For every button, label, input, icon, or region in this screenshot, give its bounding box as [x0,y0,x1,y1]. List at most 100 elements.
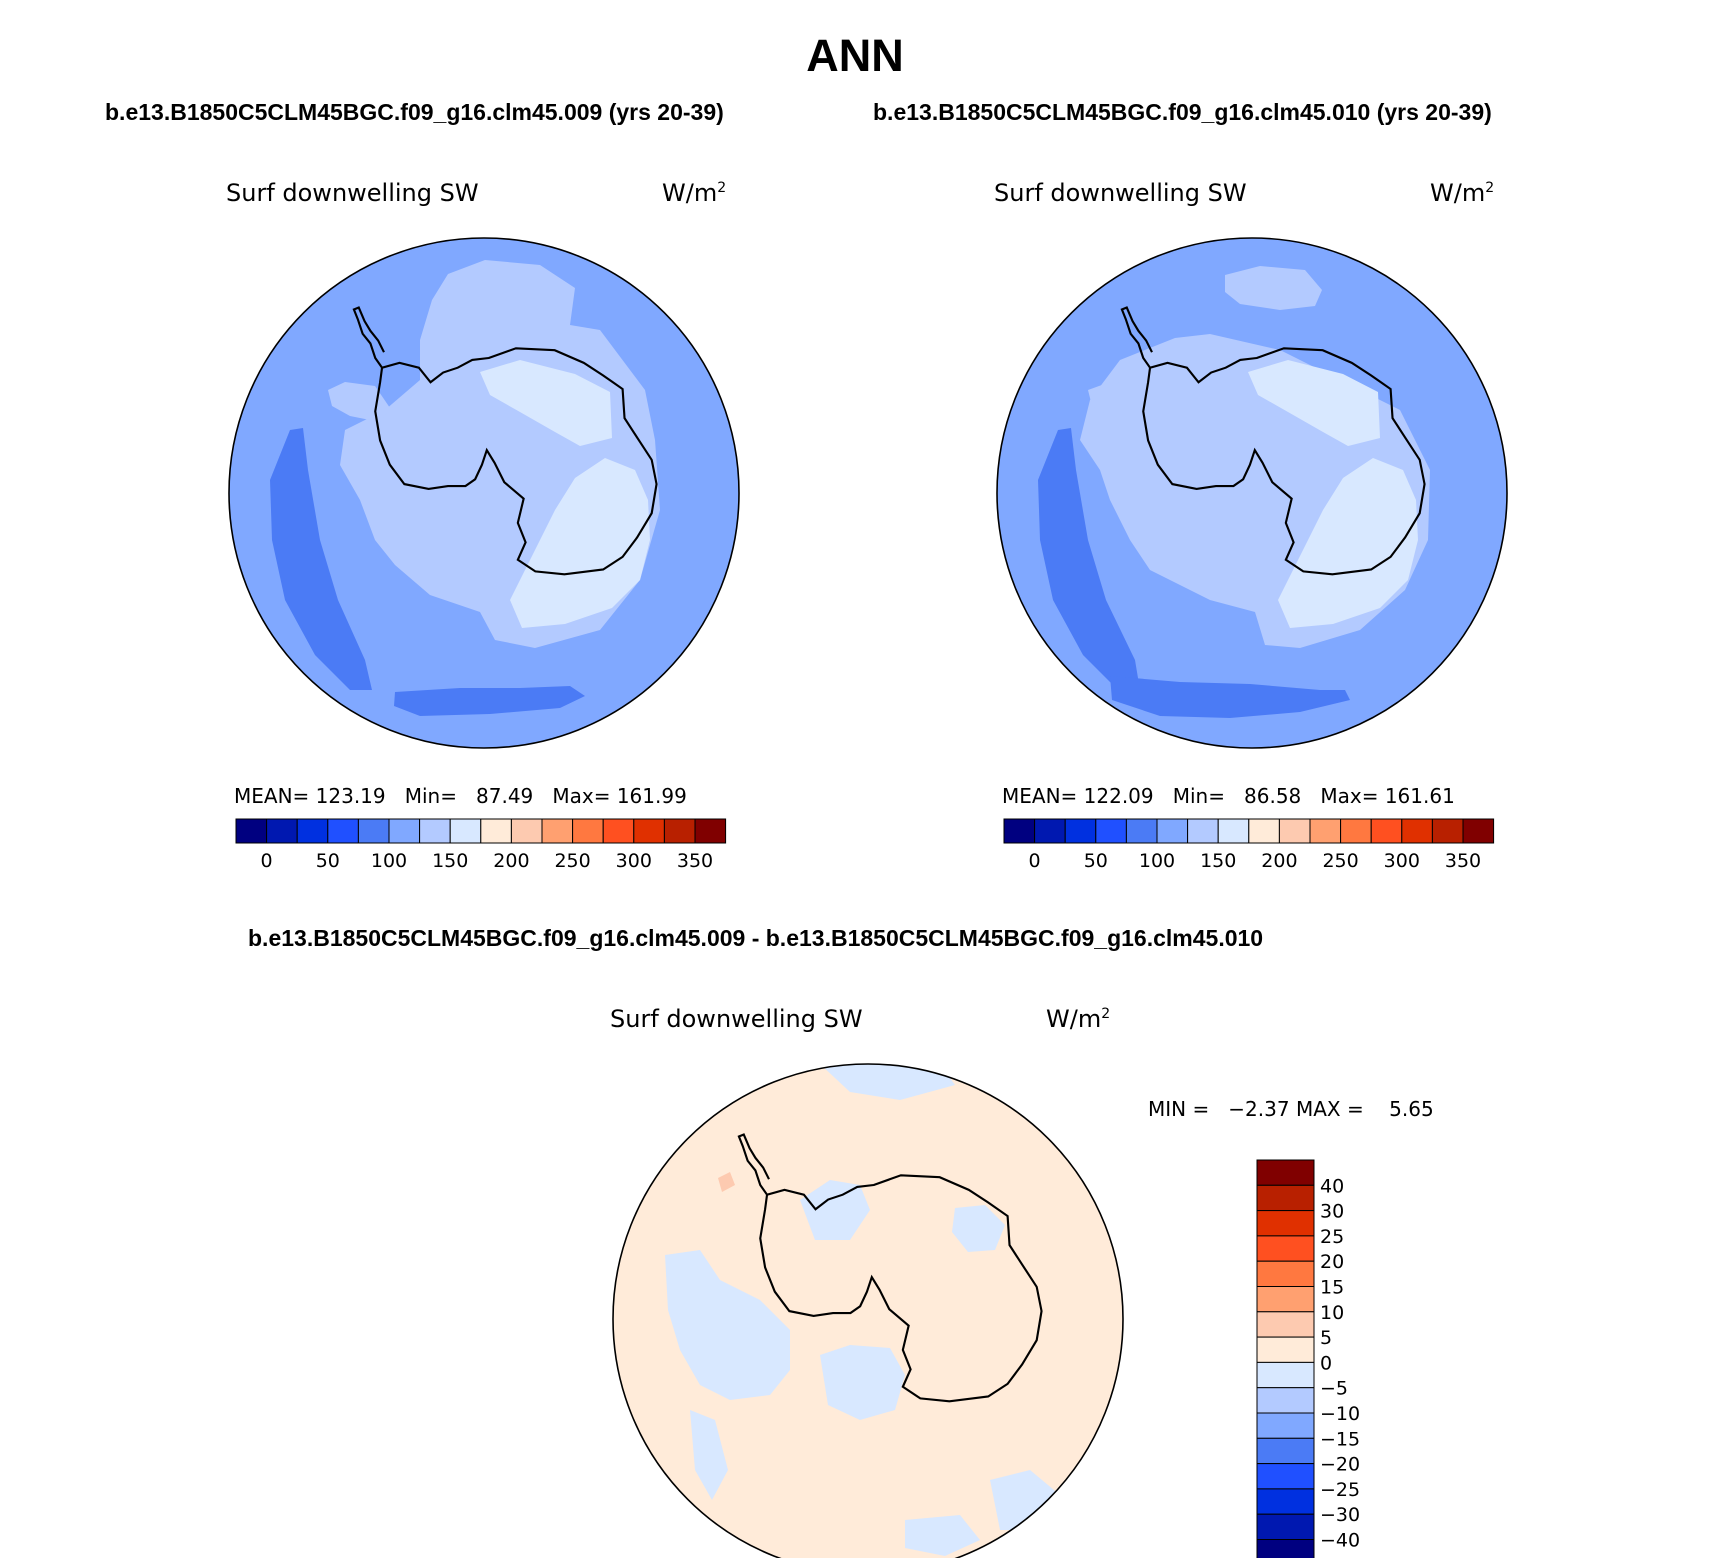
panel-1-colorbar-tick-label: 350 [677,850,713,872]
panel-2-colorbar-swatch [1309,818,1342,844]
diff-pos5-spot [718,1172,735,1192]
panel-2-colorbar-swatch [1431,818,1464,844]
panel-2-mid-blob-north [1225,266,1322,310]
panel-2-colorbar-tick-label: 300 [1384,850,1420,872]
panel-1-colorbar-swatch [357,818,390,844]
panel-2-colorbar-tick-label: 50 [1084,850,1108,872]
panel-1-colorbar-tick-label: 50 [316,850,340,872]
diff-neg-region-top [820,1064,955,1100]
diff-minmax: MIN = −2.37 MAX = 5.65 [1148,1097,1434,1121]
diff-colorbar-swatch [1256,1437,1315,1465]
panel-1-colorbar-swatch [694,818,727,844]
diff-colorbar-swatch [1256,1260,1315,1287]
panel-1-stats: MEAN= 123.19 Min= 87.49 Max= 161.99 [234,784,687,808]
panel-2-light-north [1248,360,1380,446]
panel-1-colorbar-tick-label: 200 [493,850,529,872]
panel-2-stats: MEAN= 122.09 Min= 86.58 Max= 161.61 [1002,784,1455,808]
diff-colorbar-swatch [1256,1311,1315,1338]
panel-2-colorbar: 0 50 100 150 200 250 300 350 [1003,818,1495,872]
panel-2-colorbar-tick-label: 0 [1029,850,1041,872]
diff-map-border [612,1063,1124,1558]
panel-1-colorbar-swatch [663,818,696,844]
diff-map [612,1063,1124,1558]
diff-neg-region-ne [952,1205,1005,1252]
panel-1-variable-label: Surf downwelling SW [226,179,479,207]
diff-neg-region-sw [690,1410,728,1500]
diff-colorbar-tick-label: 15 [1320,1277,1344,1299]
panel-2-colorbar-swatch [1248,818,1280,844]
diff-colorbar-swatch [1256,1286,1315,1313]
diff-colorbar-swatch [1256,1184,1315,1212]
panel-2-colorbar-swatch [1278,818,1311,844]
panel-1-colorbar-tick-label: 100 [371,850,407,872]
panel-2-colorbar-tick-label: 150 [1200,850,1236,872]
diff-colorbar-swatch [1256,1235,1315,1262]
diff-panel-title: b.e13.B1850C5CLM45BGC.f09_g16.clm45.009 … [248,925,1264,951]
panel-1-low-band-west [270,428,372,690]
panel-2-map [996,237,1508,749]
diff-colorbar-tick-label: 0 [1320,1352,1332,1374]
diff-colorbar-swatch [1256,1539,1315,1558]
panel-1-map [228,237,740,749]
diff-neg-region-central [820,1345,905,1420]
panel-1-colorbar-swatch [235,818,268,844]
panel-1-case-title: b.e13.B1850C5CLM45BGC.f09_g16.clm45.009 … [105,99,724,125]
diff-colorbar-swatch [1256,1387,1315,1414]
panel-1-colorbar: 0 50 100 150 200 250 300 350 [235,818,727,872]
diff-colorbar-swatch [1256,1210,1315,1237]
diff-colorbar-swatch [1256,1159,1315,1186]
panel-1-low-band-south [394,686,585,716]
panel-2-low-band-west [1038,428,1140,690]
panel-2-colorbar-tick-label: 100 [1139,850,1175,872]
diff-colorbar-tick-label: 25 [1320,1226,1344,1248]
panel-1-colorbar-tick-label: 150 [432,850,468,872]
panel-2-colorbar-swatch [1064,818,1097,844]
panel-1-units: W/m2 [662,179,727,207]
panel-2-colorbar-tick-label: 250 [1322,850,1358,872]
panel-2-low-band-south [1110,676,1350,718]
diff-colorbar-tick-label: −15 [1320,1428,1360,1450]
panel-1-colorbar-swatch [572,818,604,844]
diff-colorbar-swatch [1256,1361,1315,1389]
panel-2-colorbar-swatch [1217,818,1250,844]
panel-2-colorbar-swatch [1156,818,1189,844]
panel-2-colorbar-swatch [1095,818,1127,844]
diff-colorbar-swatch [1256,1412,1315,1439]
diff-colorbar-tick-label: −25 [1320,1479,1360,1501]
diff-neg-region-west [665,1250,790,1400]
diff-neg-region-north [800,1180,870,1240]
panel-2-colorbar-swatch [1187,818,1219,844]
panel-2-variable-label: Surf downwelling SW [994,179,1247,207]
panel-1-colorbar-swatch [266,818,298,844]
panel-1-colorbar-swatch [633,818,665,844]
panel-1-colorbar-swatch [480,818,512,844]
panel-2-colorbar-swatch [1034,818,1066,844]
diff-colorbar-tick-label: −40 [1320,1530,1360,1552]
panel-1-colorbar-swatch [327,818,359,844]
panel-1-colorbar-swatch [419,818,451,844]
panel-1-light-north [480,360,612,446]
panel-2-units: W/m2 [1430,179,1495,207]
panel-2-colorbar-swatch [1370,818,1403,844]
diff-colorbar-tick-label: 20 [1320,1251,1344,1273]
panel-1-colorbar-swatch [449,818,482,844]
diff-colorbar-tick-label: −20 [1320,1454,1360,1476]
diff-colorbar-tick-label: 5 [1320,1327,1332,1349]
diff-colorbar-tick-label: −5 [1320,1378,1348,1400]
panel-1-colorbar-swatch [388,818,421,844]
panel-2-colorbar-tick-label: 350 [1445,850,1481,872]
panel-2-map-border [996,237,1508,749]
diff-colorbar-tick-label: −30 [1320,1504,1360,1526]
panel-1-colorbar-tick-label: 250 [554,850,590,872]
panel-2-colorbar-swatch [1462,818,1495,844]
diff-neg-region-south [905,1515,980,1556]
diff-colorbar-swatch [1256,1513,1315,1540]
diff-colorbar: 40 30 25 20 15 10 5 0 −5 −10 −15 −20 −25 −30 −40 [1256,1159,1360,1558]
panel-1-colorbar-tick-label: 300 [616,850,652,872]
diff-variable-label: Surf downwelling SW [610,1005,863,1033]
diff-colorbar-tick-label: 40 [1320,1175,1344,1197]
diff-colorbar-tick-label: 10 [1320,1302,1344,1324]
diff-colorbar-tick-label: −10 [1320,1403,1360,1425]
diff-units: W/m2 [1046,1005,1111,1033]
panel-2-colorbar-swatch [1125,818,1158,844]
